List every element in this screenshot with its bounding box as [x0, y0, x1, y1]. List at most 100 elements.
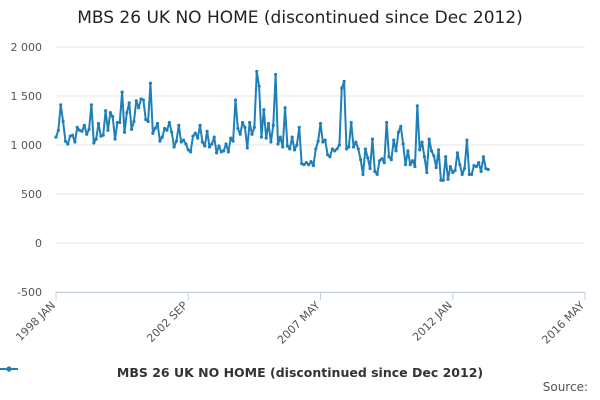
data-point — [399, 124, 403, 128]
data-point — [439, 178, 443, 182]
data-point — [373, 169, 377, 174]
data-point — [422, 155, 427, 159]
data-point — [193, 131, 197, 135]
data-point — [120, 90, 124, 94]
data-point — [94, 137, 98, 141]
data-point — [470, 172, 474, 176]
series-line — [55, 70, 489, 182]
data-point — [89, 103, 94, 107]
data-point — [177, 123, 181, 127]
x-tick-label: 2012 JAN — [410, 299, 455, 344]
data-point — [63, 139, 68, 143]
data-point — [125, 111, 129, 115]
data-point — [333, 149, 337, 153]
data-point — [375, 172, 379, 176]
data-point — [75, 125, 79, 129]
data-point — [212, 135, 216, 139]
data-point — [418, 148, 422, 152]
data-point — [380, 157, 384, 161]
data-point — [328, 155, 332, 159]
data-point — [144, 117, 148, 122]
data-point — [155, 121, 160, 126]
data-point — [85, 132, 89, 136]
data-point — [330, 147, 334, 151]
data-point — [359, 158, 363, 162]
source-label: Source: — [542, 380, 588, 394]
data-point — [479, 169, 483, 174]
data-point — [151, 131, 155, 135]
data-point — [264, 136, 268, 140]
legend[interactable]: MBS 26 UK NO HOME (discontinued since De… — [0, 365, 600, 380]
data-point — [248, 120, 252, 125]
data-point — [387, 155, 391, 159]
data-point — [167, 120, 171, 125]
data-point — [363, 147, 367, 151]
data-point — [148, 81, 153, 85]
y-tick-label: 500 — [21, 188, 42, 201]
x-tick-label: 2002 SEP — [144, 299, 190, 345]
data-point — [229, 136, 233, 140]
data-point — [59, 103, 63, 107]
data-point — [186, 148, 190, 152]
data-point — [108, 111, 112, 115]
data-point — [462, 166, 467, 171]
x-tick-label: 2016 MAY — [539, 299, 587, 347]
data-point — [257, 84, 261, 88]
data-point — [427, 137, 431, 141]
x-axis — [55, 292, 586, 300]
data-point — [122, 130, 127, 134]
data-point — [382, 161, 386, 165]
data-point — [425, 170, 429, 175]
data-point — [61, 119, 65, 124]
data-point — [96, 121, 101, 126]
data-point — [196, 136, 200, 140]
chart-title: MBS 26 UK NO HOME (discontinued since De… — [77, 8, 523, 28]
data-point — [252, 125, 256, 129]
data-point — [385, 120, 389, 125]
data-point — [226, 150, 230, 154]
data-point — [396, 130, 401, 134]
data-point — [441, 178, 445, 182]
data-point — [179, 140, 183, 144]
data-point — [103, 109, 108, 113]
data-point — [236, 126, 240, 130]
data-point — [184, 142, 188, 146]
data-point — [302, 163, 306, 167]
data-point — [224, 142, 228, 146]
data-point — [465, 138, 469, 142]
y-tick-label: 2 000 — [11, 41, 43, 54]
data-point — [222, 149, 226, 153]
data-point — [115, 120, 119, 125]
data-point — [56, 128, 60, 132]
data-point — [292, 148, 297, 152]
data-point — [174, 139, 179, 143]
y-tick-label: 1 000 — [11, 139, 43, 152]
data-point — [134, 99, 138, 103]
data-point — [290, 135, 294, 139]
data-point — [101, 133, 105, 137]
data-point — [389, 158, 393, 162]
data-point — [127, 101, 131, 105]
data-point — [87, 127, 91, 131]
data-point — [191, 134, 195, 138]
data-point — [460, 172, 464, 176]
data-point — [474, 164, 478, 169]
data-point — [243, 125, 247, 129]
data-point — [304, 161, 308, 165]
data-point — [401, 142, 405, 146]
y-tick-label: -500 — [17, 286, 42, 299]
data-point — [281, 145, 285, 149]
x-tick-label: 2007 MAY — [275, 299, 323, 347]
data-point — [259, 135, 264, 139]
data-point — [170, 130, 174, 134]
data-point — [432, 154, 436, 158]
data-point — [271, 123, 275, 127]
data-point — [323, 138, 327, 142]
data-point — [318, 121, 323, 126]
data-point — [269, 140, 273, 144]
legend-label: MBS 26 UK NO HOME (discontinued since De… — [116, 365, 484, 380]
data-point — [458, 163, 462, 167]
data-point — [415, 104, 419, 108]
data-point — [118, 120, 122, 125]
data-point — [335, 147, 339, 151]
